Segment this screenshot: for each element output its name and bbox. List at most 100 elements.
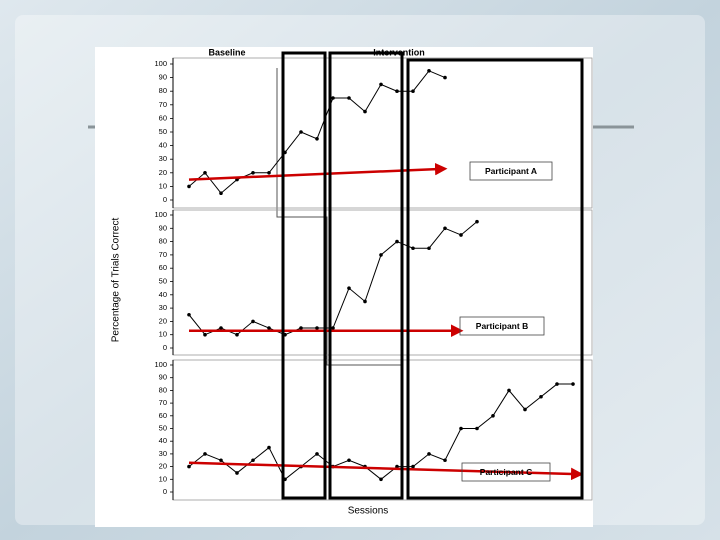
data-point [379,477,383,482]
y-axis-label: Percentage of Trials Correct [111,218,122,343]
data-point [379,253,383,257]
y-tick-label: 50 [159,127,167,136]
y-tick-label: 90 [159,73,167,82]
data-point [523,407,527,412]
data-point [299,326,303,330]
data-point [299,130,303,134]
data-point [427,452,431,456]
data-point [203,332,207,337]
data-point [363,109,367,114]
y-tick-label: 30 [159,449,167,458]
y-tick-label: 70 [159,398,167,407]
y-tick-label: 100 [154,210,167,219]
data-point [395,464,399,469]
y-tick-label: 80 [159,86,167,95]
data-point [315,452,319,456]
data-point [347,286,351,290]
data-point [395,239,399,244]
highlight-box [328,51,404,500]
data-point [443,458,447,463]
data-point [475,219,479,224]
participant-box [469,161,553,181]
data-point [315,326,319,330]
data-point [347,458,351,463]
chart-panel [95,47,593,527]
participant-label: Participant A [485,166,537,176]
participant-box [461,462,551,482]
data-point [427,246,431,251]
y-tick-label: 70 [159,100,167,109]
y-tick-label: 50 [159,423,167,432]
data-point [203,171,207,175]
data-point [427,69,431,73]
y-tick-label: 30 [159,303,167,312]
participant-label: Participant C [480,467,532,477]
y-tick-label: 20 [159,316,167,325]
data-point [363,299,367,304]
data-point [219,458,223,463]
data-point [187,312,191,317]
x-axis-label: Sessions [348,506,389,517]
y-tick-label: 10 [159,181,167,190]
data-point [507,388,511,393]
data-point [443,75,447,80]
data-point [219,191,223,195]
participant-label: Participant B [476,321,528,331]
data-point [491,414,495,418]
data-point [187,464,191,469]
data-point [203,452,207,456]
data-point [315,137,319,141]
y-tick-label: 40 [159,290,167,299]
data-point [459,426,463,431]
y-tick-label: 80 [159,385,167,394]
participant-box [459,316,545,336]
data-point [379,82,383,87]
data-point [411,246,415,251]
data-point [411,464,415,469]
data-point [235,471,239,475]
data-point [187,184,191,189]
data-point [571,382,575,386]
data-point [235,332,239,337]
data-point [395,89,399,93]
y-tick-label: 0 [163,195,167,204]
highlight-box [406,58,584,500]
y-tick-label: 0 [163,343,167,352]
trend-line [188,461,584,481]
highlight-box [281,51,327,500]
y-tick-label: 10 [159,474,167,483]
data-point [331,326,335,330]
data-point [411,89,415,93]
data-point [251,171,255,175]
data-point [251,458,255,463]
data-point [443,226,447,231]
data-point [331,96,335,100]
y-tick-label: 60 [159,263,167,272]
y-tick-label: 100 [154,360,167,369]
y-tick-label: 100 [154,59,167,68]
y-tick-label: 90 [159,223,167,232]
y-tick-label: 20 [159,168,167,177]
phase-label: Baseline [208,47,245,57]
y-tick-label: 50 [159,276,167,285]
y-tick-label: 80 [159,237,167,246]
y-tick-label: 0 [163,487,167,496]
y-tick-label: 40 [159,141,167,150]
data-point [347,96,351,100]
y-tick-label: 70 [159,250,167,259]
y-tick-label: 10 [159,330,167,339]
data-point [267,171,271,175]
data-point [475,426,479,431]
data-point [267,326,271,330]
y-tick-label: 60 [159,113,167,122]
data-point [555,382,559,386]
data-point [251,319,255,324]
y-tick-label: 40 [159,436,167,445]
y-tick-label: 30 [159,154,167,163]
data-point [459,233,463,237]
y-tick-label: 60 [159,411,167,420]
data-point [267,445,271,450]
